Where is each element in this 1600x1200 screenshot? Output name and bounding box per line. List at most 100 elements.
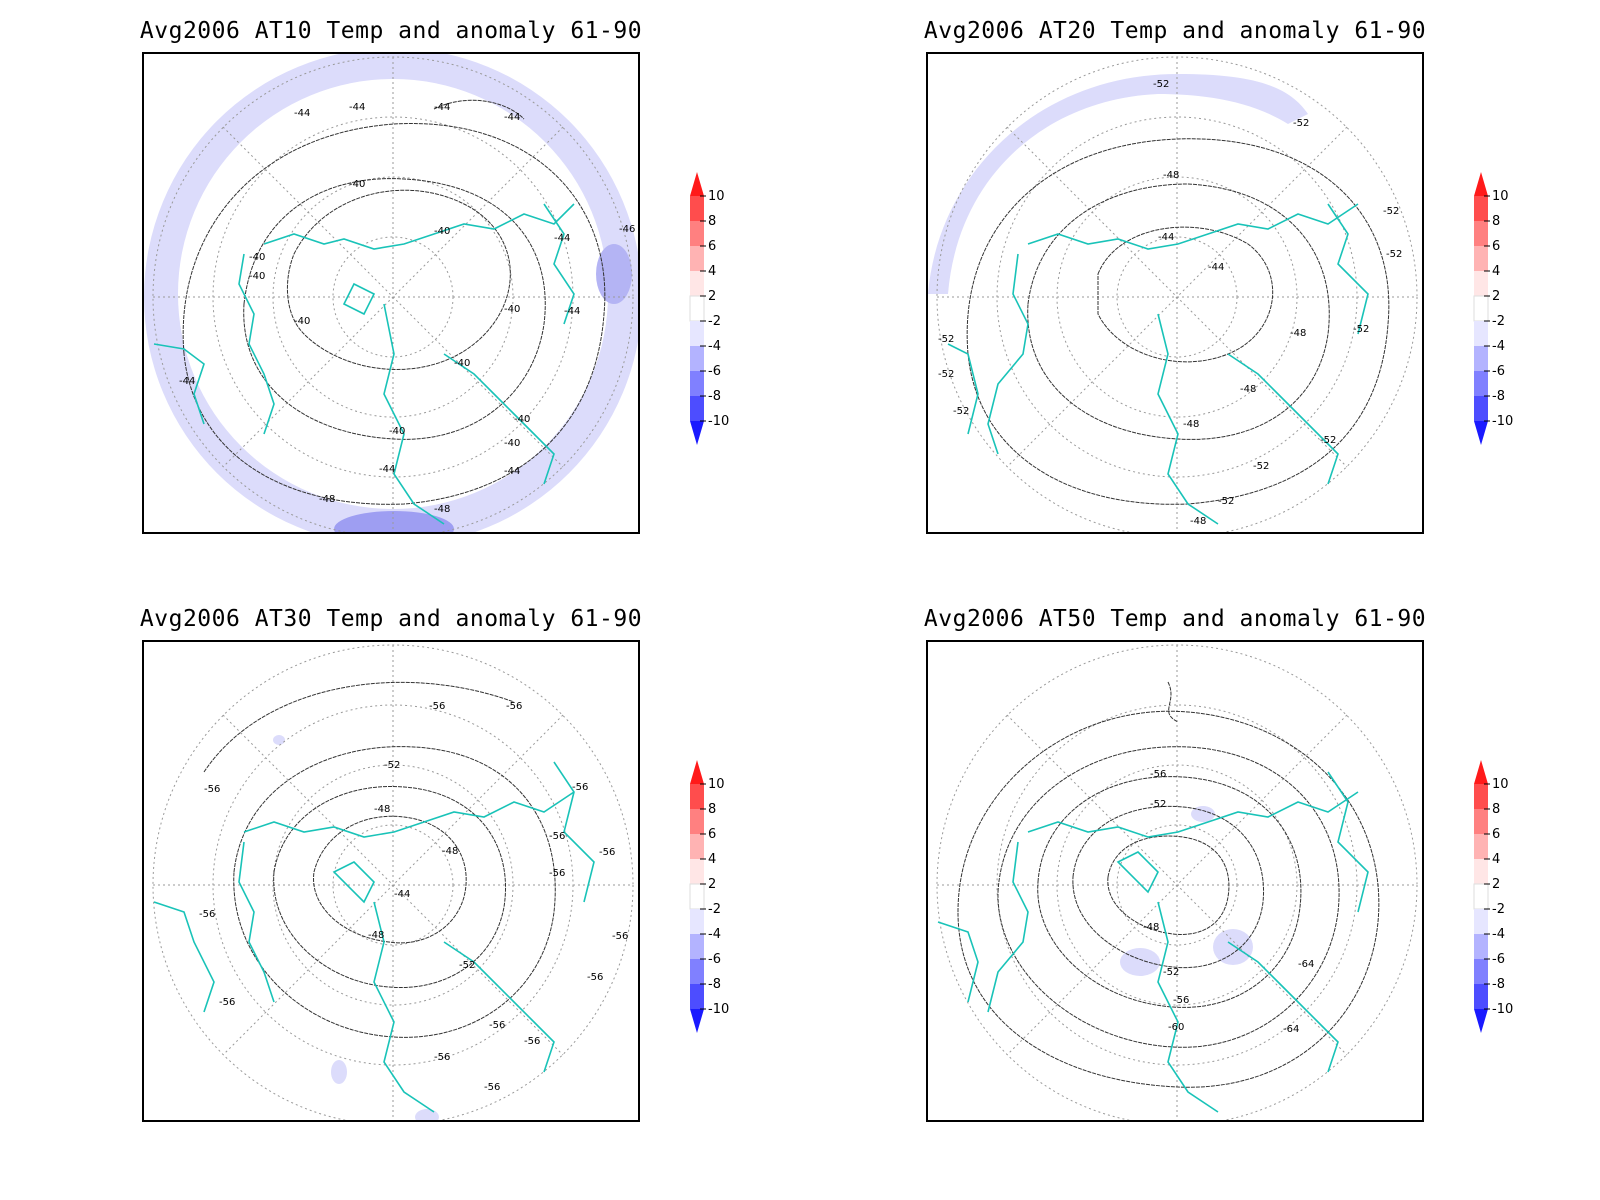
panel-1-colorbar: 10 8 6 4 2 -2 -4 -6 -8 -10 [688, 168, 748, 458]
contour-label: -40 [514, 414, 530, 425]
colorbar-segment [690, 934, 704, 959]
colorbar-segment [1474, 196, 1488, 221]
colorbar-arrow-low [1474, 1009, 1488, 1033]
contour-labels: -56 -52 -48 -52 -56 -60 -64 -64 [1143, 769, 1314, 1035]
colorbar-label: 10 [1492, 189, 1509, 204]
contour-label: -40 [294, 316, 310, 327]
coastlines [937, 771, 1369, 1113]
colorbar-segment [690, 346, 704, 371]
contour-label: -44 [434, 102, 450, 113]
contour-label: -56 [572, 782, 588, 793]
colorbar-segment [1474, 346, 1488, 371]
contour-label: -44 [379, 464, 395, 475]
contour-label: -44 [1208, 262, 1224, 273]
contour-label: -48 [374, 804, 390, 815]
colorbar-label: 10 [1492, 777, 1509, 792]
coastlines [153, 761, 595, 1113]
contour-label: -52 [938, 334, 954, 345]
temperature-contours [182, 99, 606, 505]
colorbar-label: 10 [708, 189, 725, 204]
contour-label: -44 [349, 102, 365, 113]
contour-label: -52 [1163, 967, 1179, 978]
contour-label: -44 [179, 376, 195, 387]
latitude-grid [152, 644, 634, 1120]
contour-label: -56 [219, 997, 235, 1008]
colorbar-label: -6 [708, 952, 721, 967]
colorbar-segment [690, 909, 704, 934]
colorbar-label: 6 [708, 239, 716, 254]
panel-3-title: Avg2006 AT30 Temp and anomaly 61-90 [139, 606, 643, 632]
colorbar-label: 2 [1492, 289, 1500, 304]
colorbar-segment [1474, 934, 1488, 959]
colorbar-label: -4 [1492, 339, 1505, 354]
latitude-grid [936, 56, 1418, 532]
colorbar-segment [1474, 221, 1488, 246]
contour-label: -44 [294, 108, 310, 119]
contour-label: -56 [199, 909, 215, 920]
contour-label: -56 [549, 868, 565, 879]
colorbar-segment [689, 295, 705, 322]
contour-label: -44 [394, 889, 410, 900]
contour-label: -52 [1293, 118, 1309, 129]
contour-label: -56 [524, 1036, 540, 1047]
colorbar-segment [690, 959, 704, 984]
temperature-contours [966, 138, 1390, 505]
colorbar-arrow-high [690, 760, 704, 784]
contour-label: -52 [1353, 324, 1369, 335]
contour-label: -52 [1386, 249, 1402, 260]
colorbar-label: 4 [708, 852, 716, 867]
colorbar-segment [690, 246, 704, 271]
contour-label: -44 [504, 112, 520, 123]
contour-label: -40 [249, 252, 265, 263]
colorbar-label: 2 [1492, 877, 1500, 892]
colorbar-segment [1474, 371, 1488, 396]
colorbar-label: -10 [708, 414, 729, 429]
colorbar-segment [1474, 271, 1488, 296]
contour-label: -56 [612, 931, 628, 942]
panel-3-colorbar: 10 8 6 4 2 -2 -4 -6 -8 -10 [688, 756, 748, 1046]
contour-label: -40 [504, 438, 520, 449]
panel-1-map: -44 -44 -44 -44 -40 -40 -40 -40 -44 -46 … [142, 52, 640, 534]
colorbar-segment [1474, 859, 1488, 884]
contour-label: -64 [1298, 959, 1314, 970]
colorbar-label: 8 [1492, 802, 1500, 817]
contour-label: -60 [1168, 1022, 1184, 1033]
colorbar-label: 6 [1492, 239, 1500, 254]
contour-label: -40 [349, 179, 365, 190]
contour-label: -64 [1283, 1024, 1299, 1035]
contour-labels: -52 -52 -48 -44 -44 -52 -52 -52 -48 -48 … [938, 79, 1402, 527]
panel-4-map: -56 -52 -48 -52 -56 -60 -64 -64 [926, 640, 1424, 1122]
colorbar-segment [1473, 883, 1489, 910]
colorbar-label: -8 [1492, 389, 1505, 404]
colorbar-segment [1474, 321, 1488, 346]
contour-label: -56 [434, 1052, 450, 1063]
colorbar-label: -4 [708, 339, 721, 354]
colorbar-label: -10 [708, 1002, 729, 1017]
contour-label: -56 [1150, 769, 1166, 780]
colorbar-label: -6 [1492, 952, 1505, 967]
contour-labels: -56 -56 -56 -52 -48 -48 -44 -48 -52 -56 … [199, 701, 628, 1093]
contour-label: -52 [384, 760, 400, 771]
colorbar-segment [1474, 809, 1488, 834]
contour-label: -52 [459, 960, 475, 971]
colorbar-label: 6 [1492, 827, 1500, 842]
colorbar-label: -8 [708, 977, 721, 992]
contour-label: -48 [1240, 384, 1256, 395]
contour-label: -48 [1143, 922, 1159, 933]
colorbar-label: 4 [1492, 264, 1500, 279]
panel-4-title: Avg2006 AT50 Temp and anomaly 61-90 [923, 606, 1427, 632]
panel-4-colorbar: 10 8 6 4 2 -2 -4 -6 -8 -10 [1472, 756, 1532, 1046]
contour-label: -44 [504, 466, 520, 477]
colorbar-segment [690, 271, 704, 296]
colorbar-segment [690, 371, 704, 396]
colorbar-segment [1474, 984, 1488, 1009]
colorbar-segment [1474, 396, 1488, 421]
coastlines [153, 203, 575, 525]
contour-label: -40 [454, 358, 470, 369]
contour-label: -48 [1183, 419, 1199, 430]
contour-label: -52 [1153, 79, 1169, 90]
colorbar-arrow-high [1474, 760, 1488, 784]
colorbar-segment [1474, 784, 1488, 809]
contour-label: -48 [434, 504, 450, 515]
colorbar-label: -2 [708, 902, 721, 917]
